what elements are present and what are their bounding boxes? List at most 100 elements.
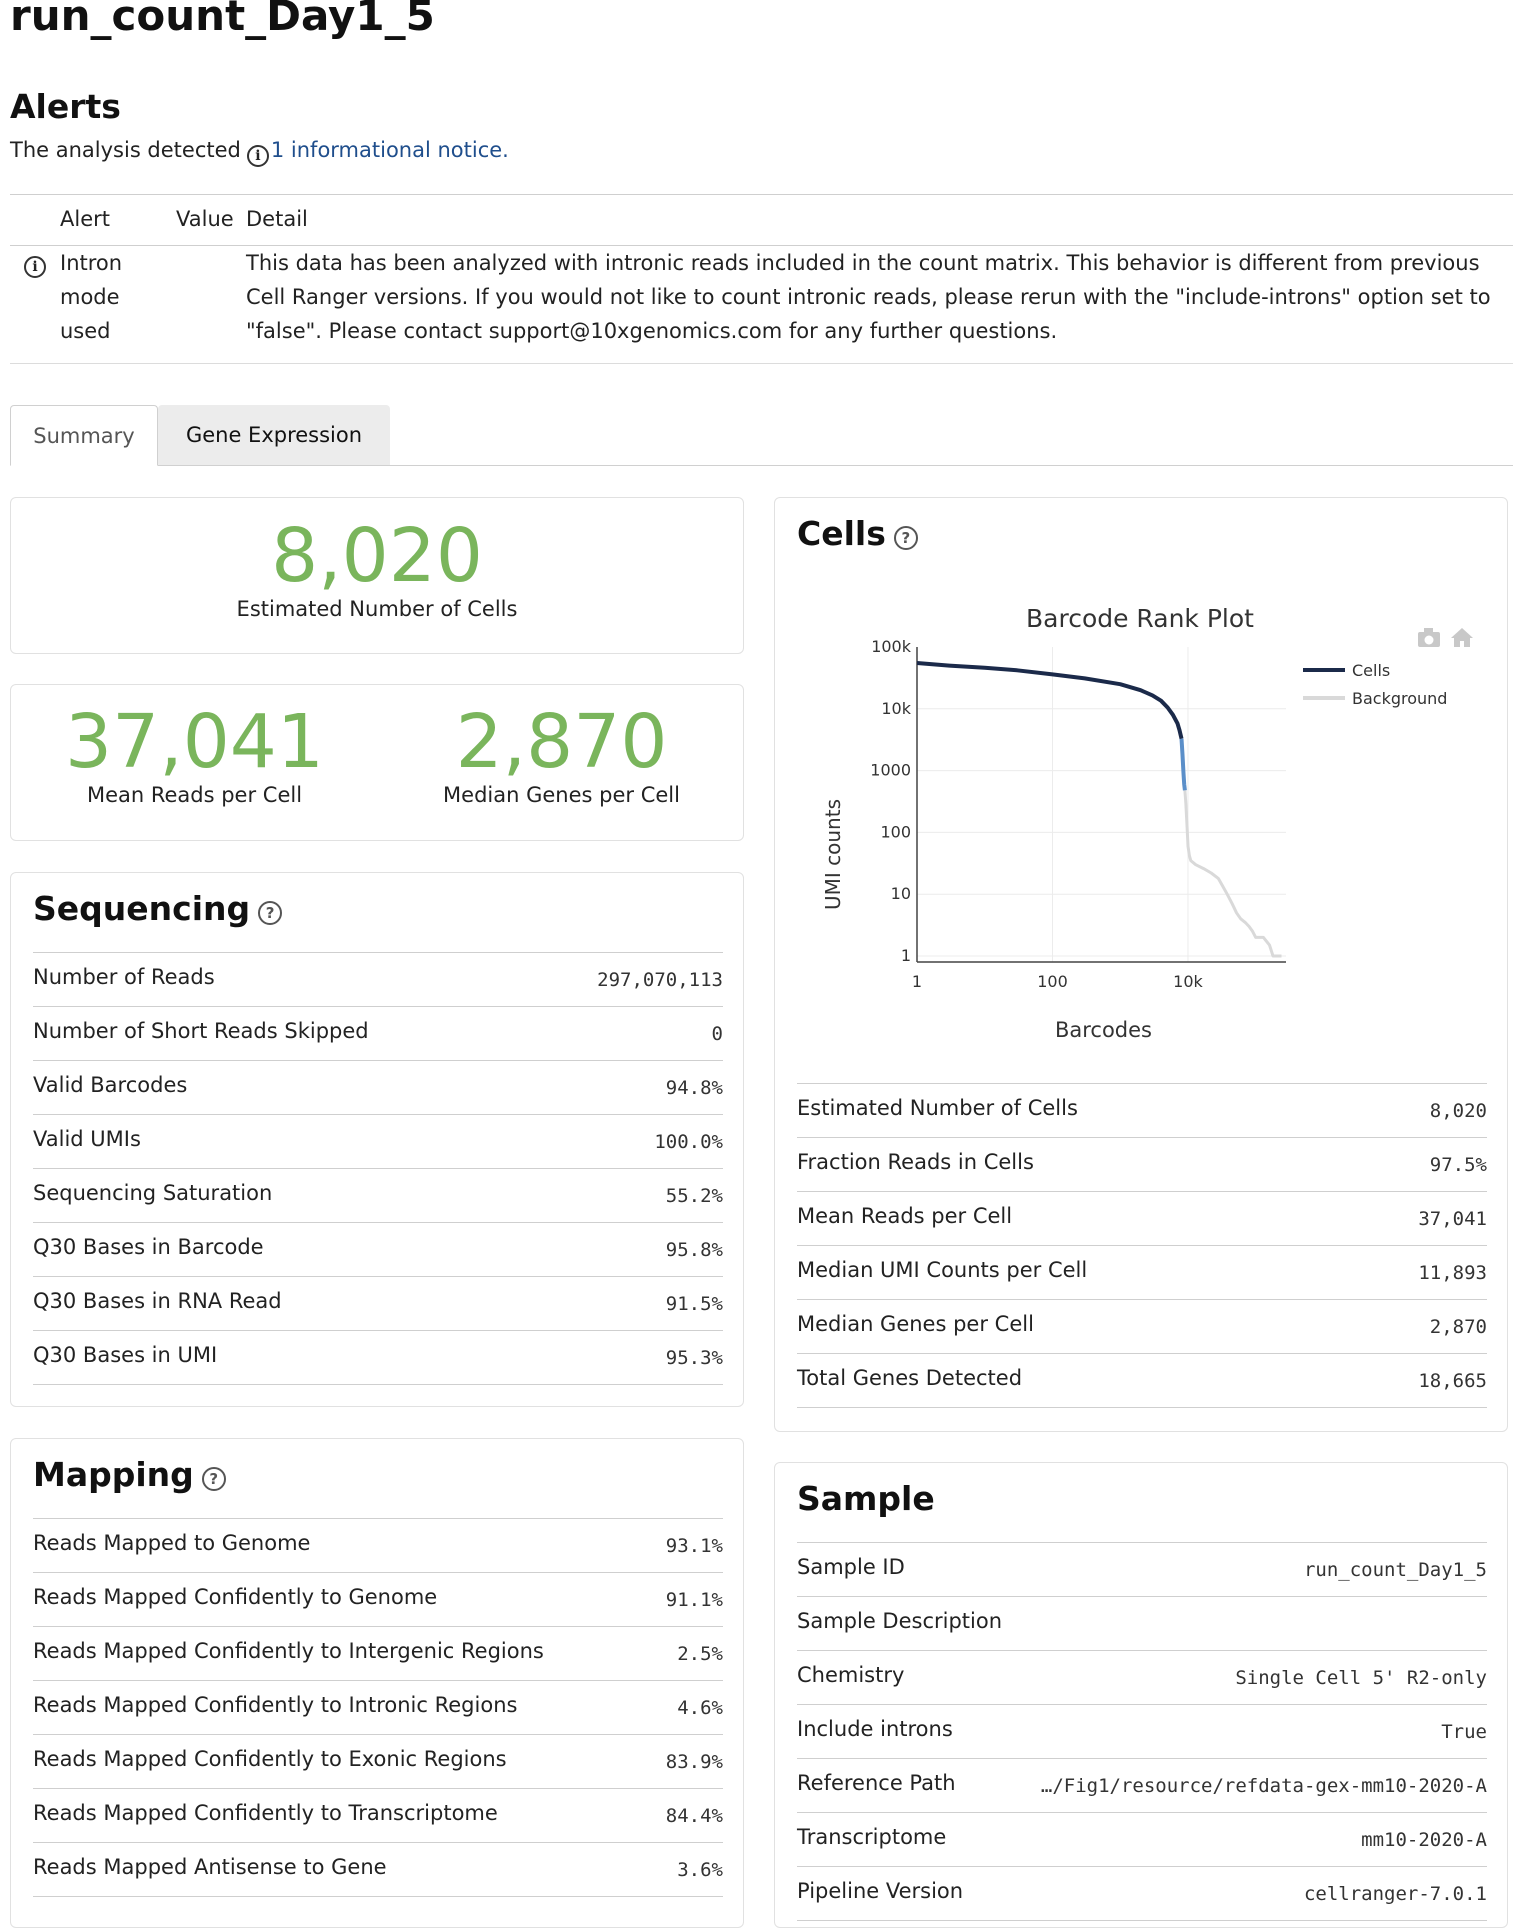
- metric-label: Q30 Bases in UMI: [33, 1343, 218, 1367]
- table-row: Q30 Bases in UMI 95.3%: [33, 1331, 723, 1385]
- table-row: Transcriptome mm10-2020-A: [797, 1813, 1487, 1867]
- y-tick-label: 10k: [881, 699, 911, 718]
- metric-value: 3.6%: [677, 1859, 723, 1881]
- metric-label: Sequencing Saturation: [33, 1181, 273, 1205]
- metric-label: Sample ID: [797, 1555, 905, 1579]
- cells-card: Cells? Barcode Rank Plot 100k 10k 1000 100 1…: [774, 497, 1508, 1432]
- alert-row: i Intron mode used This data has been an…: [10, 246, 1513, 364]
- metric-label: Pipeline Version: [797, 1879, 964, 1903]
- metric-value: 2.5%: [677, 1643, 723, 1665]
- table-row: Reads Mapped Confidently to Intergenic R…: [33, 1627, 723, 1681]
- metric-label: Median Genes per Cell: [797, 1312, 1034, 1336]
- table-row: Reads Mapped Confidently to Transcriptom…: [33, 1789, 723, 1843]
- table-row: Chemistry Single Cell 5' R2-only: [797, 1651, 1487, 1705]
- table-row: Reads Mapped Confidently to Genome 91.1%: [33, 1573, 723, 1627]
- metric-label: Number of Reads: [33, 965, 215, 989]
- table-row: Reads Mapped Confidently to Intronic Reg…: [33, 1681, 723, 1735]
- metric-label: Q30 Bases in Barcode: [33, 1235, 264, 1259]
- help-icon[interactable]: ?: [258, 901, 283, 925]
- metric-label: Reads Mapped Confidently to Transcriptom…: [33, 1801, 498, 1825]
- help-icon[interactable]: ?: [201, 1467, 226, 1491]
- legend-label[interactable]: Cells: [1352, 661, 1390, 680]
- alert-column-header: Alert: [60, 207, 110, 231]
- metric-value: 94.8%: [665, 1077, 723, 1099]
- alerts-summary-text: The analysis detected: [10, 138, 241, 162]
- sequencing-card: Sequencing? Number of Reads 297,070,113 Nu…: [10, 872, 744, 1407]
- metric-value: 297,070,113: [597, 969, 723, 991]
- table-row: Pipeline Version cellranger-7.0.1: [797, 1867, 1487, 1921]
- metric-label: Valid UMIs: [33, 1127, 141, 1151]
- metric-value: 55.2%: [665, 1185, 723, 1207]
- cells-title: Cells?: [797, 514, 918, 554]
- legend-label[interactable]: Background: [1352, 689, 1447, 708]
- metric-label: Number of Short Reads Skipped: [33, 1019, 369, 1043]
- table-row: Reads Mapped Confidently to Exonic Regio…: [33, 1735, 723, 1789]
- table-row: Mean Reads per Cell 37,041: [797, 1192, 1487, 1246]
- sample-card: Sample Sample ID run_count_Day1_5 Sample D…: [774, 1462, 1508, 1928]
- metric-value: 93.1%: [665, 1535, 723, 1557]
- table-row: Sample Description: [797, 1597, 1487, 1651]
- table-row: Total Genes Detected 18,665: [797, 1354, 1487, 1408]
- table-row: Sequencing Saturation 55.2%: [33, 1169, 723, 1223]
- y-tick-label: 100k: [871, 637, 912, 656]
- tab-bar: Summary Gene Expression: [10, 405, 1513, 466]
- table-row: Median Genes per Cell 2,870: [797, 1300, 1487, 1354]
- metric-value: 0: [711, 1023, 723, 1045]
- metric-value: 37,041: [1418, 1208, 1487, 1230]
- home-icon[interactable]: [1451, 628, 1473, 647]
- highlight-reads-value: 37,041: [65, 699, 324, 785]
- highlight-cells-label: Estimated Number of Cells: [236, 597, 518, 621]
- metric-label: Reads Mapped Confidently to Intronic Reg…: [33, 1693, 518, 1717]
- metric-value: 91.1%: [665, 1589, 723, 1611]
- metric-value: 83.9%: [665, 1751, 723, 1773]
- metric-value: 4.6%: [677, 1697, 723, 1719]
- metric-label: Q30 Bases in RNA Read: [33, 1289, 282, 1313]
- series-line-mixed: [1179, 738, 1187, 791]
- metric-label: Total Genes Detected: [797, 1366, 1023, 1390]
- metric-value: Single Cell 5' R2-only: [1235, 1667, 1487, 1689]
- metric-value: 8,020: [1429, 1100, 1487, 1122]
- highlight-reads-genes-card: 37,041 Mean Reads per Cell 2,870 Median …: [10, 684, 744, 841]
- x-tick-label: 100: [1037, 972, 1068, 991]
- detail-column-header: Detail: [246, 207, 308, 231]
- highlight-genes-label: Median Genes per Cell: [443, 783, 680, 807]
- series-line-cells: [916, 661, 1184, 740]
- table-row: Reference Path …/Fig1/resource/refdata-ge…: [797, 1759, 1487, 1813]
- metric-value: run_count_Day1_5: [1303, 1559, 1487, 1581]
- table-row: Sample ID run_count_Day1_5: [797, 1543, 1487, 1597]
- metric-label: Reads Mapped Antisense to Gene: [33, 1855, 387, 1879]
- metric-value: 11,893: [1418, 1262, 1487, 1284]
- y-tick-label: 100: [880, 822, 911, 841]
- metric-label: Sample Description: [797, 1609, 1003, 1633]
- metric-value: 84.4%: [665, 1805, 723, 1827]
- metric-value: 95.8%: [665, 1239, 723, 1261]
- metric-label: Include introns: [797, 1717, 953, 1741]
- table-row: Include introns True: [797, 1705, 1487, 1759]
- tab-gene-expression[interactable]: Gene Expression: [158, 405, 390, 465]
- info-icon: i: [24, 256, 46, 278]
- chart-y-label: UMI counts: [821, 799, 845, 910]
- camera-icon[interactable]: [1418, 628, 1440, 647]
- alerts-summary: The analysis detected i 1 informational no…: [10, 136, 509, 167]
- alerts-table: Alert Value Detail i Intron mode used Th…: [10, 194, 1513, 364]
- metric-label: Reference Path: [797, 1771, 956, 1795]
- alerts-notice-link[interactable]: 1 informational notice.: [270, 138, 509, 162]
- info-icon: i: [246, 145, 269, 167]
- chart-x-label: Barcodes: [1054, 1018, 1153, 1042]
- table-row: Number of Short Reads Skipped 0: [33, 1007, 723, 1061]
- value-column-header: Value: [176, 207, 234, 231]
- mapping-title: Mapping?: [33, 1455, 226, 1495]
- table-row: Reads Mapped Antisense to Gene 3.6%: [33, 1843, 723, 1897]
- metric-label: Fraction Reads in Cells: [797, 1150, 1034, 1174]
- alert-name: Intron mode used: [60, 251, 123, 343]
- table-row: Fraction Reads in Cells 97.5%: [797, 1138, 1487, 1192]
- sequencing-title: Sequencing?: [33, 889, 283, 929]
- metric-label: Transcriptome: [797, 1825, 947, 1849]
- tab-summary[interactable]: Summary: [10, 405, 158, 466]
- metric-value: 97.5%: [1429, 1154, 1487, 1176]
- metric-label: Mean Reads per Cell: [797, 1204, 1013, 1228]
- metric-label: Reads Mapped Confidently to Exonic Regio…: [33, 1747, 507, 1771]
- sample-title: Sample: [797, 1479, 935, 1518]
- help-icon[interactable]: ?: [893, 526, 918, 550]
- y-tick-label: 1000: [870, 761, 911, 780]
